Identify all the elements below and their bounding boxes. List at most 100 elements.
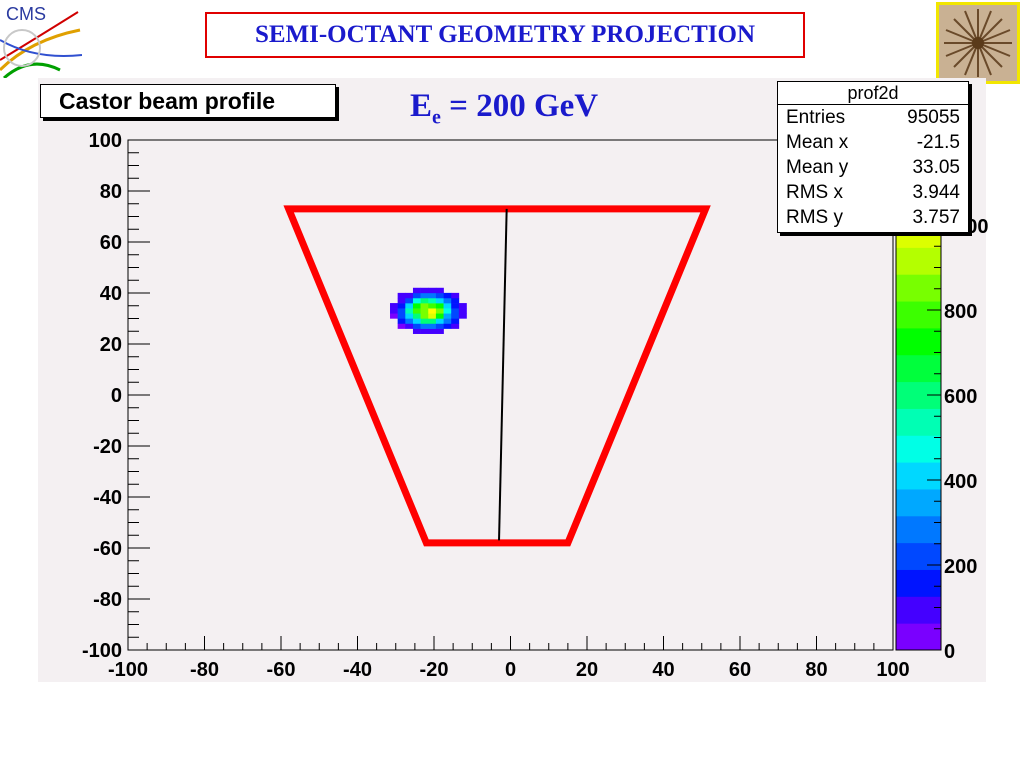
heatmap-cell (397, 297, 406, 304)
heatmap-cell (420, 292, 429, 299)
octant-divider-line (498, 208, 508, 541)
palette-swatch (896, 354, 941, 383)
stats-value: 3.757 (912, 207, 960, 228)
heatmap-cell (420, 323, 429, 329)
heatmap-cell (451, 292, 460, 299)
x-tick-label: 80 (805, 659, 827, 681)
stats-box-name: prof2d (778, 82, 968, 105)
y-tick-label: -60 (93, 538, 122, 560)
palette-swatch (896, 462, 941, 490)
x-tick-label: -100 (108, 659, 148, 681)
stats-label: Mean y (786, 157, 849, 178)
heatmap-cell (412, 308, 421, 314)
heatmap-cell (405, 308, 414, 314)
heatmap-cell (443, 303, 452, 309)
histogram-title: Castor beam profile (40, 84, 336, 118)
heatmap-cell (405, 323, 414, 329)
heatmap-cell (420, 313, 429, 319)
heatmap-cell (420, 303, 429, 309)
y-tick-label: 0 (111, 385, 122, 407)
heatmap-cell (435, 323, 444, 329)
heatmap-cell (412, 303, 421, 309)
stats-row-mean-y: Mean y 33.05 (778, 155, 968, 180)
heatmap-cell (443, 318, 452, 324)
beam-spot-heatmap (390, 287, 467, 334)
heatmap-cell (420, 297, 429, 304)
heatmap-cell (451, 303, 460, 309)
x-tick-label: 20 (576, 659, 598, 681)
heatmap-cell (435, 287, 444, 294)
y-tick-label: 60 (100, 232, 122, 254)
heatmap-cell (397, 313, 406, 319)
x-tick-label: -80 (190, 659, 219, 681)
heatmap-cell (420, 318, 429, 324)
x-tick-label: 100 (876, 659, 909, 681)
heatmap-cell (435, 318, 444, 324)
palette-swatch (896, 596, 941, 624)
y-tick-label: -80 (93, 589, 122, 611)
x-tick-label: 0 (505, 659, 516, 681)
heatmap-cell (435, 313, 444, 319)
heatmap-cell (405, 303, 414, 309)
stats-value: 3.944 (912, 182, 960, 203)
x-tick-label: -40 (343, 659, 372, 681)
palette-swatch (896, 569, 941, 597)
palette-swatch (896, 488, 941, 517)
y-tick-label: -100 (82, 640, 122, 662)
semi-octant-outline (283, 205, 711, 547)
x-tick-label: -60 (267, 659, 296, 681)
heatmap-cell (428, 308, 437, 314)
palette-swatch (896, 301, 941, 329)
heatmap-cell (412, 318, 421, 324)
heatmap-cell (458, 313, 467, 319)
stats-label: RMS y (786, 207, 843, 228)
palette-swatch (896, 247, 941, 275)
y-tick-label: 80 (100, 181, 122, 203)
heatmap-cell (390, 303, 398, 309)
heatmap-cell (428, 297, 437, 304)
palette-swatch (896, 515, 941, 544)
z-tick-label: 0 (944, 641, 955, 663)
y-tick-label: 40 (100, 283, 122, 305)
z-tick-label: 200 (944, 556, 977, 578)
heatmap-cell (412, 323, 421, 329)
palette-swatch (896, 274, 941, 302)
palette-swatch (896, 542, 941, 570)
stats-row-rms-y: RMS y 3.757 (778, 205, 968, 230)
heatmap-cell (443, 308, 452, 314)
heatmap-cell (397, 318, 406, 324)
heatmap-cell (451, 308, 460, 314)
heatmap-cell (435, 328, 444, 334)
heatmap-cell (428, 328, 437, 334)
heatmap-cell (458, 303, 467, 309)
cms-logo: CMS (0, 0, 82, 78)
heatmap-cell (412, 292, 421, 299)
heatmap-cell (451, 297, 460, 304)
heatmap-cell (451, 313, 460, 319)
heatmap-cell (435, 303, 444, 309)
y-tick-label: -40 (93, 487, 122, 509)
heatmap-cell (412, 313, 421, 319)
heatmap-cell (405, 292, 414, 299)
heatmap-cell (405, 318, 414, 324)
heatmap-cell (428, 292, 437, 299)
stats-label: Mean x (786, 132, 849, 153)
z-tick-label: 400 (944, 471, 977, 493)
stats-row-mean-x: Mean x -21.5 (778, 130, 968, 155)
heatmap-cell (435, 297, 444, 304)
palette-swatch (896, 408, 941, 436)
heatmap-cell (428, 323, 437, 329)
heatmap-cell (458, 308, 467, 314)
stats-row-entries: Entries 95055 (778, 105, 968, 130)
z-tick-label: 800 (944, 301, 977, 323)
z-tick-label: 600 (944, 386, 977, 408)
heatmap-cell (428, 287, 437, 294)
heatmap-cell (412, 287, 421, 294)
heatmap-cell (443, 323, 452, 329)
slide-title: SEMI-OCTANT GEOMETRY PROJECTION (205, 12, 805, 58)
heatmap-cell (443, 297, 452, 304)
heatmap-cell (412, 297, 421, 304)
stats-value: 95055 (907, 107, 960, 128)
stats-box: prof2d Entries 95055 Mean x -21.5 Mean y 33… (777, 81, 969, 233)
